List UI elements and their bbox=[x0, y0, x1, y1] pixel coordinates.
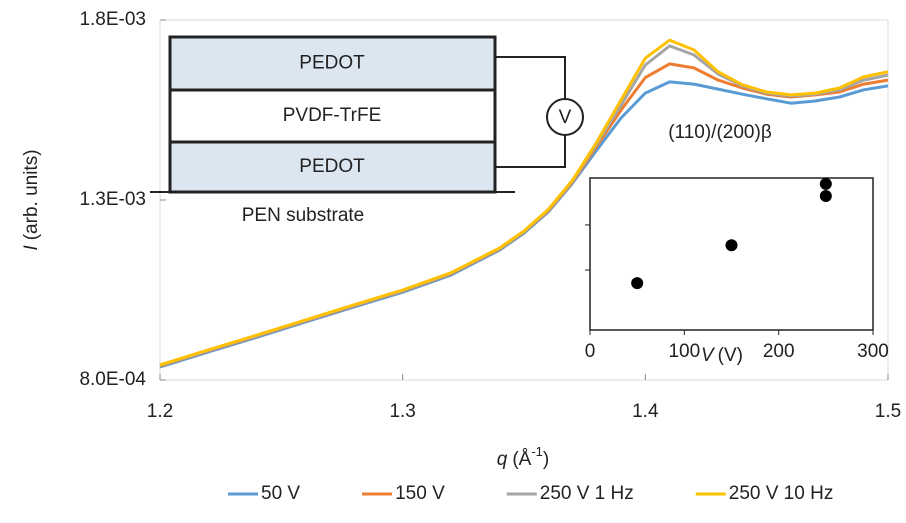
y-axis-label: I (arb. units) bbox=[21, 149, 42, 250]
inset-x-tick-label: 100 bbox=[668, 341, 700, 362]
inset-point bbox=[819, 177, 832, 190]
x-tick-label: 1.4 bbox=[632, 401, 659, 422]
inset-x-label: V (V) bbox=[701, 345, 743, 366]
y-tick-label: 1.8E-03 bbox=[79, 9, 146, 30]
y-label-unit: (arb. units) bbox=[21, 149, 42, 240]
x-label-symbol: q bbox=[497, 449, 508, 470]
annotation: (110)/(200)β bbox=[668, 122, 772, 143]
x-tick-label: 1.5 bbox=[875, 401, 901, 422]
legend-label: 150 V bbox=[395, 483, 445, 504]
layer-label: PEDOT bbox=[299, 156, 365, 177]
circuit-wire bbox=[495, 56, 566, 168]
y-tick-label: 1.3E-03 bbox=[79, 189, 146, 210]
x-label-unit: (Å bbox=[512, 449, 531, 470]
inset-label-unit: (V) bbox=[718, 345, 743, 366]
legend-label: 50 V bbox=[261, 483, 300, 504]
voltmeter bbox=[546, 98, 584, 136]
x-label-close: ) bbox=[543, 449, 549, 470]
inset-frame bbox=[589, 177, 874, 331]
substrate-label: PEN substrate bbox=[242, 205, 365, 226]
x-tick-label: 1.2 bbox=[147, 401, 173, 422]
inset-x-tick-label: 0 bbox=[585, 341, 596, 362]
layer-label: PVDF-TrFE bbox=[283, 105, 382, 126]
inset-point bbox=[631, 277, 644, 290]
x-axis-label: q (Å-1) bbox=[497, 444, 549, 470]
legend-label: 250 V 1 Hz bbox=[540, 483, 634, 504]
legend-label: 250 V 10 Hz bbox=[729, 483, 834, 504]
x-label-exponent: -1 bbox=[531, 444, 543, 459]
inset-label-symbol: V bbox=[701, 345, 716, 366]
inset-x-tick-label: 200 bbox=[763, 341, 795, 362]
layer-label: PEDOT bbox=[299, 53, 365, 74]
series-line bbox=[159, 38, 889, 367]
layer-box bbox=[168, 88, 497, 144]
x-tick-label: 1.3 bbox=[389, 401, 415, 422]
inset-point bbox=[725, 239, 738, 252]
inset-x-tick-label: 300 bbox=[857, 341, 889, 362]
voltmeter-label: V bbox=[559, 107, 572, 128]
y-label-symbol: I bbox=[21, 245, 42, 251]
y-tick-label: 8.0E-04 bbox=[79, 369, 146, 390]
inset-point bbox=[819, 190, 832, 203]
